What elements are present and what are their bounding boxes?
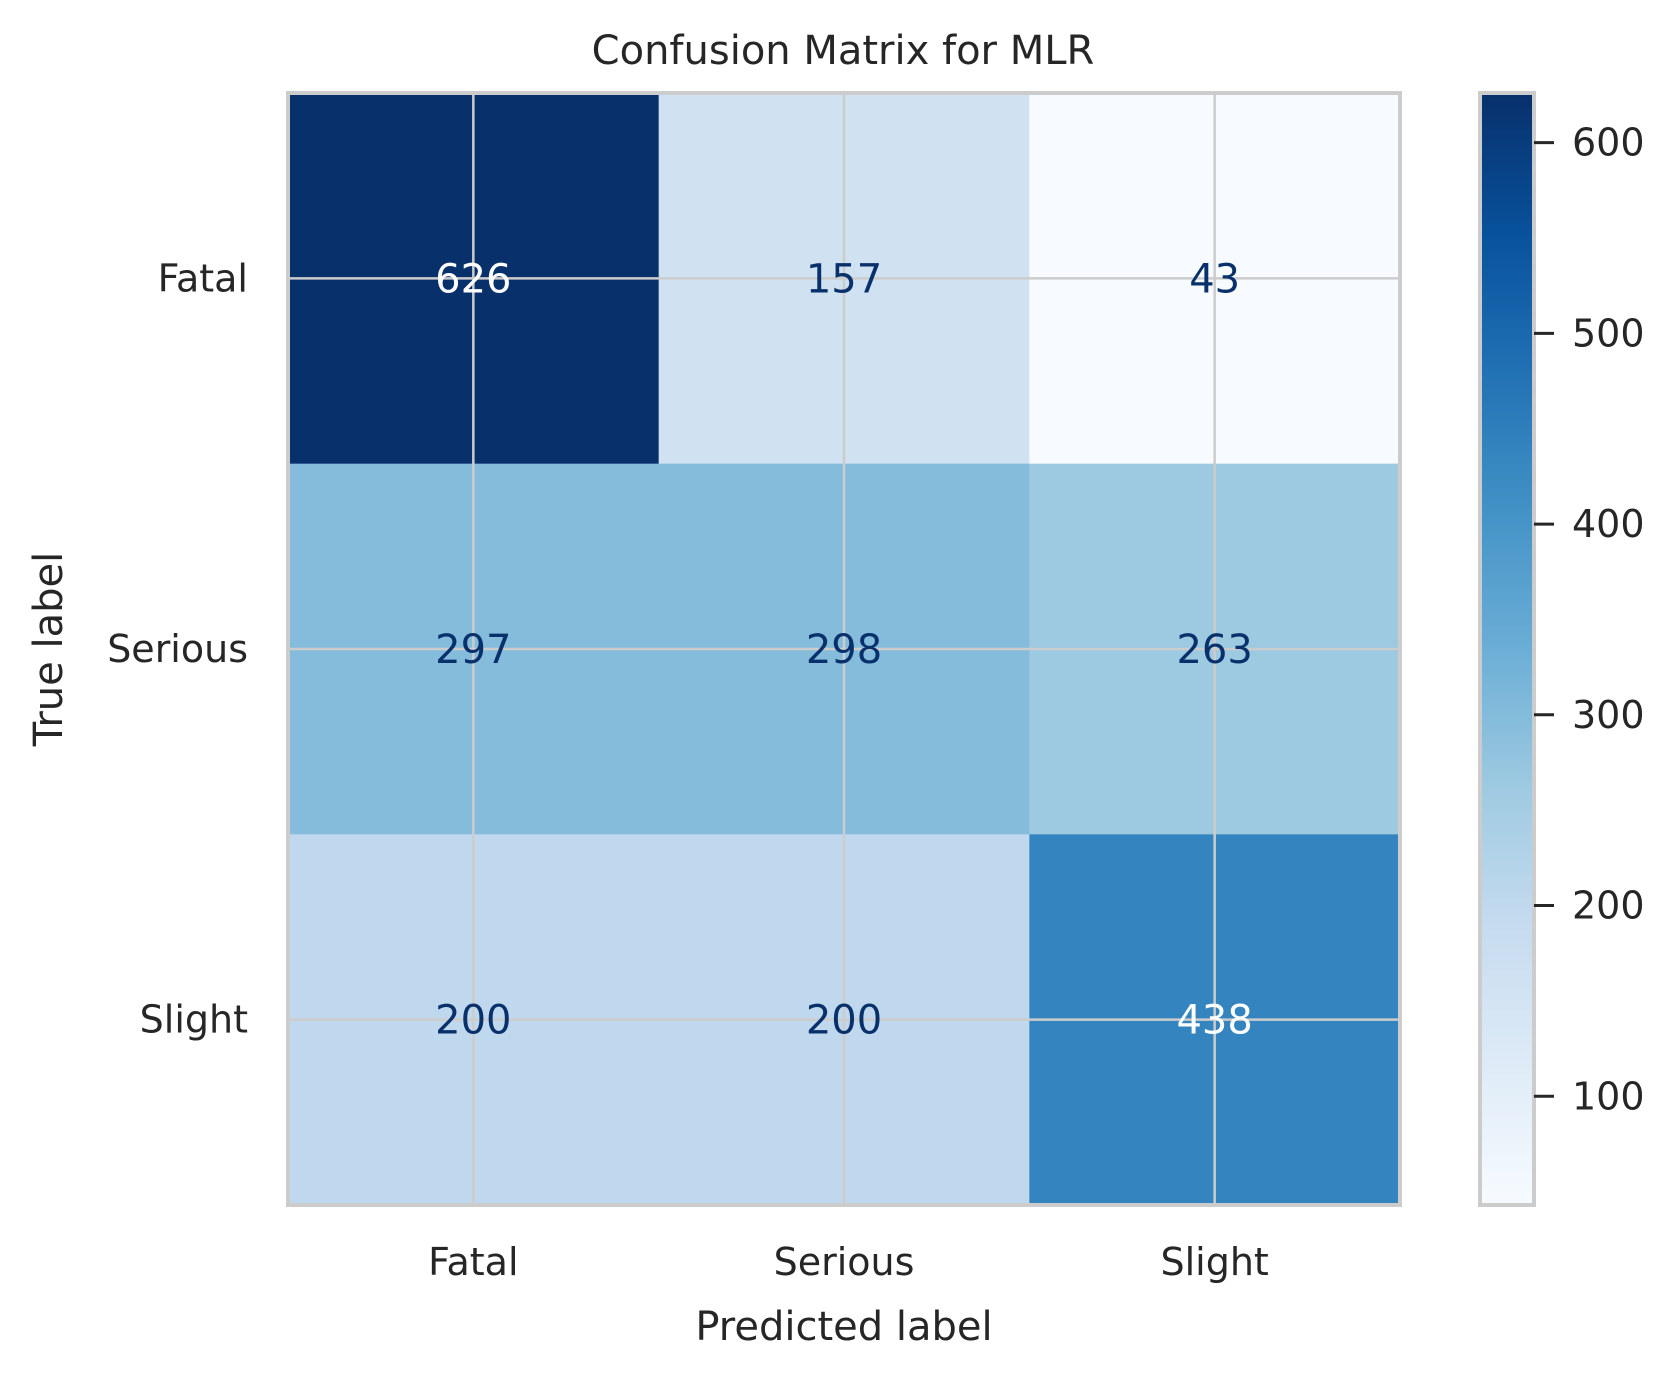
y-tick-label: Slight	[140, 998, 248, 1042]
y-axis-label: True label	[26, 552, 72, 747]
cell-values: 626 157 43 297 298 263 200 200 438	[435, 256, 1253, 1043]
cell-value-label: 263	[1176, 627, 1252, 673]
x-tick-label: Fatal	[428, 1240, 518, 1284]
colorbar-tick-label: 500	[1572, 311, 1645, 355]
y-tick-labels: Fatal Serious Slight	[107, 256, 248, 1041]
colorbar-frame	[1478, 91, 1536, 1207]
y-tick-label: Serious	[107, 627, 248, 671]
cell-value-label: 43	[1189, 256, 1240, 302]
x-tick-label: Serious	[774, 1240, 915, 1284]
x-axis-label: Predicted label	[695, 1304, 992, 1350]
heatmap-grid	[288, 93, 1400, 1205]
colorbar-tick-label: 200	[1572, 884, 1645, 928]
cell-value-label: 157	[806, 256, 882, 302]
colorbar-gradient	[1480, 93, 1534, 1205]
colorbar-tick-label: 300	[1572, 693, 1645, 737]
cell-value-label: 626	[435, 256, 511, 302]
colorbar: 100 200 300 400 500 600	[1478, 91, 1645, 1207]
colorbar-tick-label: 400	[1572, 502, 1645, 546]
x-tick-labels: Fatal Serious Slight	[428, 1240, 1269, 1284]
colorbar-tick-label: 100	[1572, 1074, 1645, 1118]
plot-frame	[286, 91, 1402, 1207]
colorbar-tick-label: 600	[1572, 121, 1645, 165]
cell-value-label: 200	[806, 998, 882, 1044]
cell-value-label: 298	[806, 627, 882, 673]
cell-value-label: 297	[435, 627, 511, 673]
x-tick-label: Slight	[1160, 1240, 1268, 1284]
chart-title: Confusion Matrix for MLR	[592, 28, 1095, 74]
y-tick-label: Fatal	[158, 256, 248, 300]
cell-value-label: 200	[435, 998, 511, 1044]
cell-value-label: 438	[1176, 998, 1252, 1044]
